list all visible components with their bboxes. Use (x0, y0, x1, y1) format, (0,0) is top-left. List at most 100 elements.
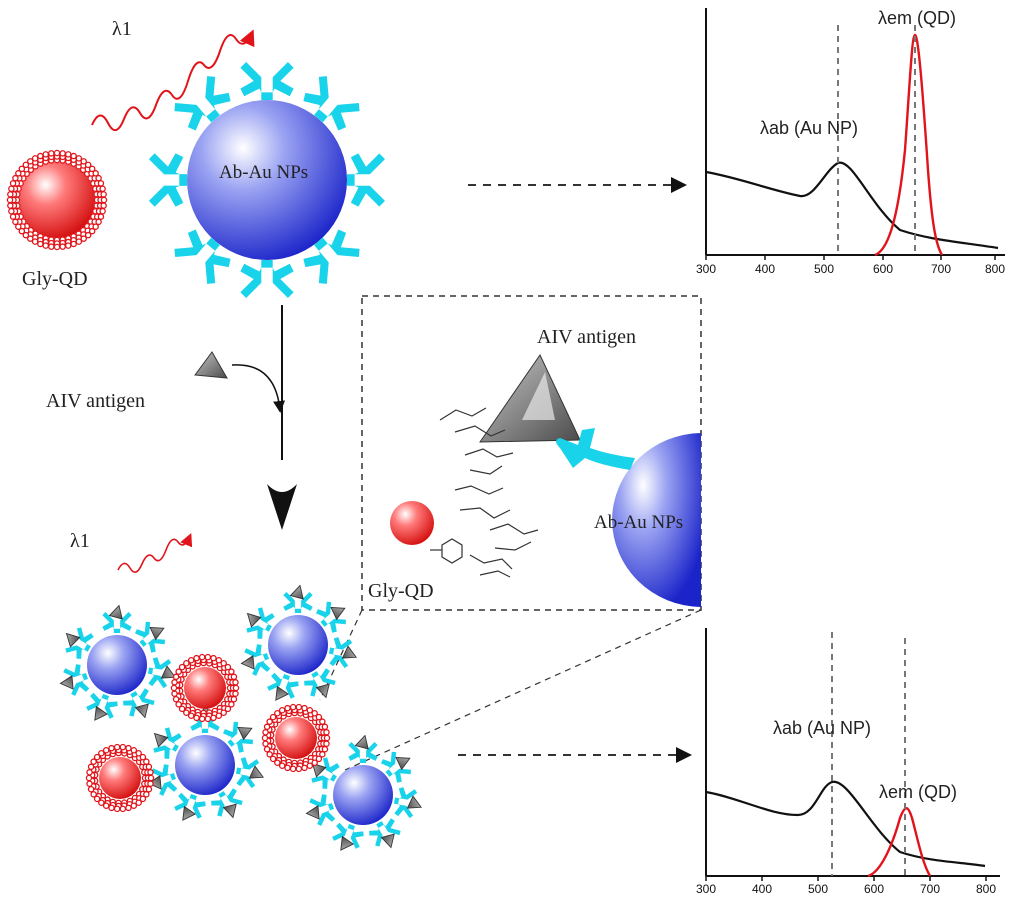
gly-qd-particle (19, 162, 95, 238)
antibody (381, 751, 412, 783)
antibody (303, 229, 360, 284)
x-tick-label: 500 (813, 262, 835, 276)
antibody (316, 601, 347, 633)
antigen (248, 765, 265, 779)
antibody (304, 668, 336, 697)
antigen-curve-arrow (231, 364, 286, 413)
gly-qd-shell (6, 149, 108, 251)
gly-qd-label-inset: Gly-QD (368, 580, 434, 602)
x-tick-label: 600 (872, 262, 894, 276)
ab-au-nps-label: Ab-Au NPs (219, 162, 309, 183)
antibody (148, 153, 187, 207)
x-tick-label: 800 (984, 262, 1006, 276)
spectrum-top-emission-curve (874, 33, 944, 257)
cluster-ab-au-np (240, 584, 358, 701)
lambda1-top-label: λ1 (112, 18, 132, 40)
antibody (135, 621, 166, 653)
x-tick-label: 700 (919, 882, 941, 896)
inset-ab-au-np (612, 433, 701, 607)
antibody (174, 76, 231, 131)
antibody (283, 592, 313, 613)
antigen (340, 835, 355, 851)
spectrum-bottom-em-label: λem (QD) (879, 782, 957, 802)
spectrum-top-em-label: λem (QD) (878, 8, 956, 28)
x-tick-label: 300 (695, 882, 717, 896)
x-tick-label: 500 (807, 882, 829, 896)
qd-shell (6, 149, 108, 251)
qd-shell (261, 703, 331, 773)
ab-au-np-particle (148, 62, 386, 298)
antibody (235, 757, 260, 789)
zoom-line-right (344, 609, 702, 771)
antibody (303, 76, 360, 131)
antibody (347, 153, 386, 207)
x-tick-label: 400 (754, 262, 776, 276)
antibody (86, 692, 118, 719)
antigen (354, 734, 369, 750)
reaction-arrowhead (267, 484, 297, 530)
antigen (182, 805, 197, 821)
antigen (59, 675, 74, 690)
antigen (108, 604, 123, 620)
x-tick-label: 600 (863, 882, 885, 896)
antibody (240, 260, 294, 298)
antigen (315, 683, 330, 699)
antibody (311, 757, 340, 789)
x-tick-label: 400 (751, 882, 773, 896)
spectrum-bottom-ab-label: λab (Au NP) (773, 718, 872, 738)
qd-shell (170, 653, 240, 723)
antibody (102, 612, 132, 633)
antibody (65, 627, 94, 659)
light-wave-bottom (117, 533, 193, 573)
x-tick-label: 700 (930, 262, 952, 276)
inset-antigen (479, 354, 581, 443)
cluster-ab-au-np (59, 604, 177, 721)
antibody (369, 818, 401, 847)
antigen (406, 795, 423, 809)
antigen (237, 726, 253, 741)
antibody (246, 607, 275, 639)
antibody (393, 787, 418, 819)
antigen (395, 756, 411, 771)
antigen (134, 703, 149, 719)
aggregate-cluster (59, 584, 423, 851)
spectrum-bottom (705, 628, 1000, 881)
antigen (149, 626, 165, 641)
spectrum-top-ab-label: λab (Au NP) (760, 118, 859, 138)
cluster-gly-qd (85, 743, 155, 813)
cluster-gly-qd (261, 703, 331, 773)
antigen (305, 805, 320, 820)
antibody (151, 764, 178, 796)
antibody (153, 727, 182, 759)
antibody (332, 822, 364, 849)
inset-antibody (556, 428, 635, 470)
cluster-gly-qd (170, 653, 240, 723)
x-tick-label: 300 (695, 262, 717, 276)
antibody (328, 637, 353, 669)
antigen (153, 732, 169, 748)
x-tick-label: 800 (975, 882, 997, 896)
antibody (211, 788, 243, 817)
inset-gly-qd (390, 501, 434, 545)
antigen (65, 632, 81, 648)
antibody (63, 664, 90, 696)
antigen (160, 665, 177, 679)
antibody (147, 657, 172, 689)
antibody (267, 672, 299, 699)
antigen (330, 606, 346, 621)
spectrum-top-absorbance-curve (705, 161, 999, 250)
gly-qd-label: Gly-QD (22, 268, 88, 290)
spectrum-top (705, 8, 1005, 260)
antigen (240, 655, 255, 670)
antigen (222, 803, 237, 819)
antigen (246, 612, 262, 628)
antigen (380, 833, 395, 849)
antigen (289, 584, 304, 600)
cluster-ab-au-np (305, 734, 423, 851)
antibody (174, 229, 231, 284)
aiv-antigen-label-inset: AIV antigen (537, 326, 637, 348)
lambda1-bottom-label: λ1 (70, 530, 90, 552)
antibody (348, 742, 378, 763)
inset-glycan-structure (430, 407, 539, 578)
antibody (174, 792, 206, 819)
